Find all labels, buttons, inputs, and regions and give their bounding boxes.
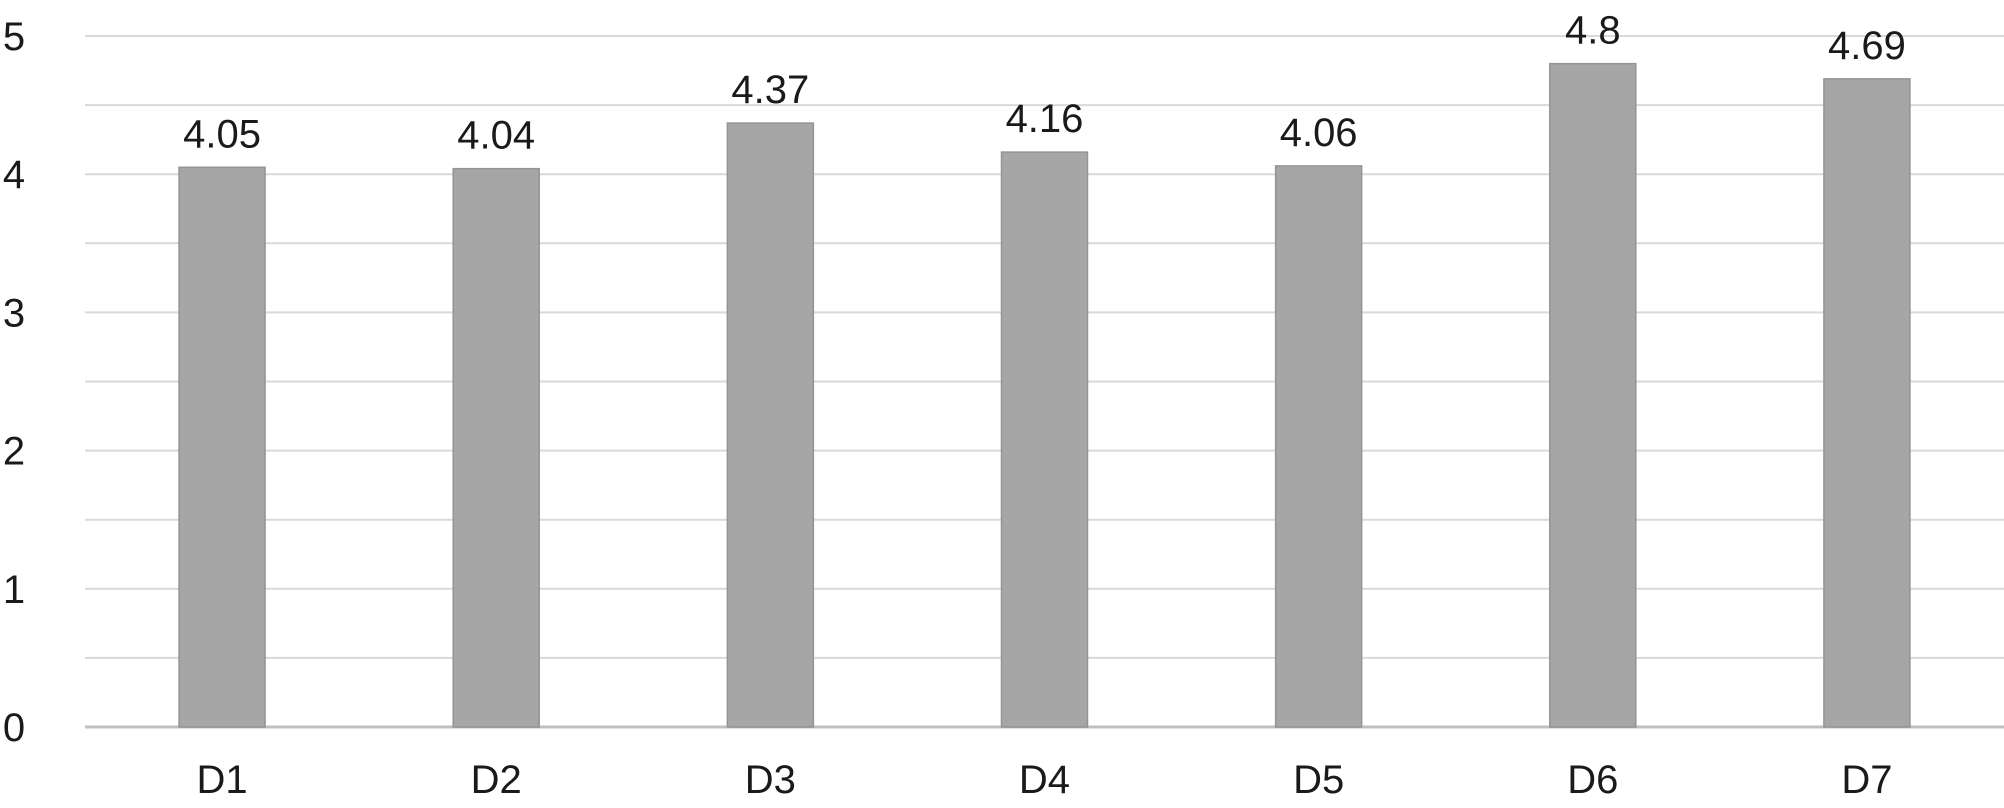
- y-tick-label: 5: [3, 15, 25, 59]
- x-tick-label-d2: D2: [471, 758, 522, 802]
- x-tick-label-d5: D5: [1293, 758, 1344, 802]
- data-label-d4: 4.16: [1006, 97, 1084, 141]
- bar-d6: [1549, 62, 1637, 728]
- bar-d4: [1000, 151, 1089, 728]
- bars: [178, 62, 1911, 728]
- data-label-d5: 4.06: [1280, 111, 1358, 155]
- bar-d7: [1823, 78, 1911, 728]
- x-tick-label-d7: D7: [1841, 758, 1892, 802]
- data-labels: 4.05 4.04 4.37 4.16 4.06 4.8 4.69: [183, 9, 1906, 158]
- data-label-d6: 4.8: [1565, 9, 1621, 53]
- data-label-d3: 4.37: [731, 68, 809, 112]
- data-label-d1: 4.05: [183, 112, 261, 156]
- data-label-d7: 4.69: [1828, 24, 1906, 68]
- y-tick-label: 4: [3, 153, 25, 197]
- y-tick-label: 1: [3, 568, 25, 612]
- y-tick-label: 0: [3, 706, 25, 750]
- y-tick-label: 3: [3, 291, 25, 335]
- y-axis-tick-labels: 0 1 2 3 4 5: [3, 15, 25, 750]
- bar-d5: [1274, 165, 1363, 728]
- bar-d2: [452, 167, 540, 728]
- x-tick-label-d6: D6: [1567, 758, 1618, 802]
- bar-d3: [726, 122, 815, 728]
- x-tick-label-d3: D3: [745, 758, 796, 802]
- y-tick-label: 2: [3, 430, 25, 474]
- data-label-d2: 4.04: [457, 114, 535, 158]
- x-tick-label-d1: D1: [197, 758, 248, 802]
- x-tick-label-d4: D4: [1019, 758, 1070, 802]
- x-axis-tick-labels: D1 D2 D3 D4 D5 D6 D7: [197, 758, 1893, 802]
- bar-d1: [178, 166, 266, 728]
